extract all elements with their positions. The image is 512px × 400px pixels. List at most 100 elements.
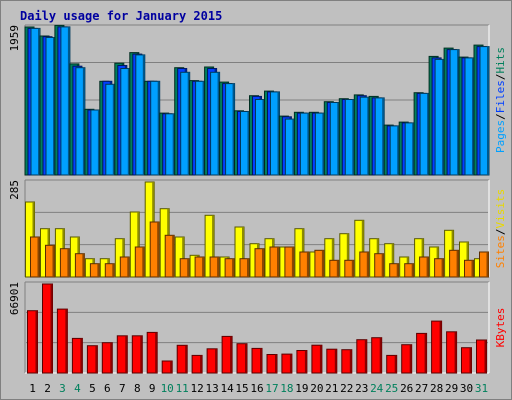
bar-shade	[112, 84, 115, 175]
bar-pages-day-8	[135, 54, 146, 176]
bar-pages-day-29	[449, 49, 460, 176]
bar-sites-day-15	[239, 258, 250, 278]
bar-kbytes-day-28	[431, 320, 443, 374]
bar-shade	[215, 348, 218, 373]
bar-kbytes-day-4	[71, 337, 83, 374]
bar-shade	[352, 99, 355, 175]
bar-pages-day-22	[344, 99, 355, 176]
legend-entry: /	[494, 229, 507, 236]
bar-kbytes-day-25	[386, 354, 398, 374]
bar-shade	[454, 331, 457, 373]
bar-pages-day-23	[359, 96, 370, 176]
bar-pages-day-15	[240, 111, 250, 176]
bar-sites-day-26	[404, 263, 415, 278]
bar-sites-day-7	[119, 256, 130, 278]
bar-shade	[411, 263, 414, 277]
bar-shade	[170, 361, 173, 373]
bar-kbytes-day-20	[311, 344, 323, 374]
bar-kbytes-day-16	[251, 347, 263, 374]
panel-visits_sites: 285 Sites/Visits	[8, 179, 507, 278]
bar-pages-day-24	[374, 97, 385, 176]
bar-sites-day-9	[149, 221, 160, 278]
bar-shade	[97, 110, 100, 175]
bar-shade	[397, 125, 400, 175]
bar-kbytes-day-9	[146, 331, 158, 374]
bar-shade	[217, 72, 220, 175]
bar-shade	[469, 347, 472, 373]
side-legend: Pages/Files/Hits	[494, 47, 507, 153]
bar-kbytes-day-5	[86, 345, 98, 374]
bar-shade	[230, 336, 233, 373]
bar-kbytes-day-24	[371, 337, 383, 374]
bar-kbytes-day-31	[476, 339, 487, 374]
x-tick-label: 25	[385, 382, 398, 395]
x-tick-label: 20	[310, 382, 323, 395]
x-tick-label: 19	[295, 382, 308, 395]
bar-sites-day-18	[284, 246, 295, 278]
bar-shade	[391, 243, 394, 277]
bar-shade	[364, 339, 367, 373]
bar-shade	[82, 67, 85, 175]
bar-shade	[382, 97, 385, 175]
bar-shade	[38, 28, 40, 176]
bar-shade	[217, 257, 220, 277]
bar-sites-day-21	[329, 259, 340, 278]
bar-sites-day-24	[374, 253, 385, 278]
bar-pages-day-4	[75, 67, 86, 176]
bar-shade	[304, 350, 307, 373]
x-tick-label: 16	[250, 382, 263, 395]
bar-shade	[65, 309, 68, 373]
bar-pages-day-26	[404, 122, 415, 176]
side-legend: Sites/Visits	[494, 189, 507, 269]
bar-pages-day-11	[180, 71, 191, 176]
bar-kbytes-day-22	[341, 349, 353, 374]
x-axis-labels: 1 2 3 4 5 6 7 8 9 10 11 12 13 14 15 16 17 18 19 20 21 22 23 24 2…	[29, 382, 488, 395]
bar-shade	[394, 355, 397, 373]
bar-shade	[142, 54, 145, 175]
bar-pages-day-2	[45, 37, 56, 176]
bar-pages-day-6	[105, 83, 116, 176]
bar-sites-day-1	[30, 236, 40, 278]
x-tick-label: 21	[325, 382, 338, 395]
bar-shade	[232, 258, 235, 277]
bar-pages-day-27	[419, 92, 430, 176]
bar-sites-day-6	[104, 263, 115, 278]
x-tick-label: 6	[104, 382, 111, 395]
bar-sites-day-17	[269, 246, 280, 278]
bar-shade	[396, 263, 399, 277]
bar-shade	[442, 59, 445, 175]
bar-shade	[439, 321, 442, 373]
x-tick-label: 4	[74, 382, 81, 395]
x-tick-label: 7	[119, 382, 126, 395]
bar-shade	[212, 215, 215, 277]
bar-shade	[322, 113, 325, 175]
bar-shade	[366, 252, 369, 277]
x-tick-label: 31	[475, 382, 488, 395]
bar-pages-day-7	[120, 68, 131, 176]
bar-kbytes-day-18	[281, 353, 293, 374]
bar-shade	[155, 332, 158, 373]
x-tick-label: 2	[44, 382, 51, 395]
bar-shade	[361, 220, 364, 277]
x-tick-label: 22	[340, 382, 353, 395]
bar-shade	[187, 258, 190, 277]
bar-shade	[275, 354, 277, 373]
bar-kbytes-day-23	[356, 339, 368, 374]
bar-shade	[367, 97, 370, 175]
panel-kbytes: 66901 KBytes	[8, 281, 507, 374]
bar-shade	[262, 248, 264, 277]
bar-kbytes-day-2	[42, 283, 53, 374]
bar-shade	[426, 257, 429, 277]
x-tick-label: 15	[235, 382, 248, 395]
bar-pages-day-20	[314, 112, 325, 176]
legend-entry: Sites	[494, 235, 507, 268]
bar-shade	[472, 57, 474, 175]
x-tick-label: 18	[280, 382, 293, 395]
bar-sites-day-20	[314, 249, 325, 278]
panels-layer: 1959Pages/Files/Hits285Sites/Visits66901…	[8, 24, 507, 374]
bar-pages-day-14	[225, 83, 236, 176]
bar-kbytes-day-21	[326, 348, 338, 374]
bar-kbytes-day-15	[236, 343, 248, 374]
bar-pages-day-12	[195, 80, 206, 176]
